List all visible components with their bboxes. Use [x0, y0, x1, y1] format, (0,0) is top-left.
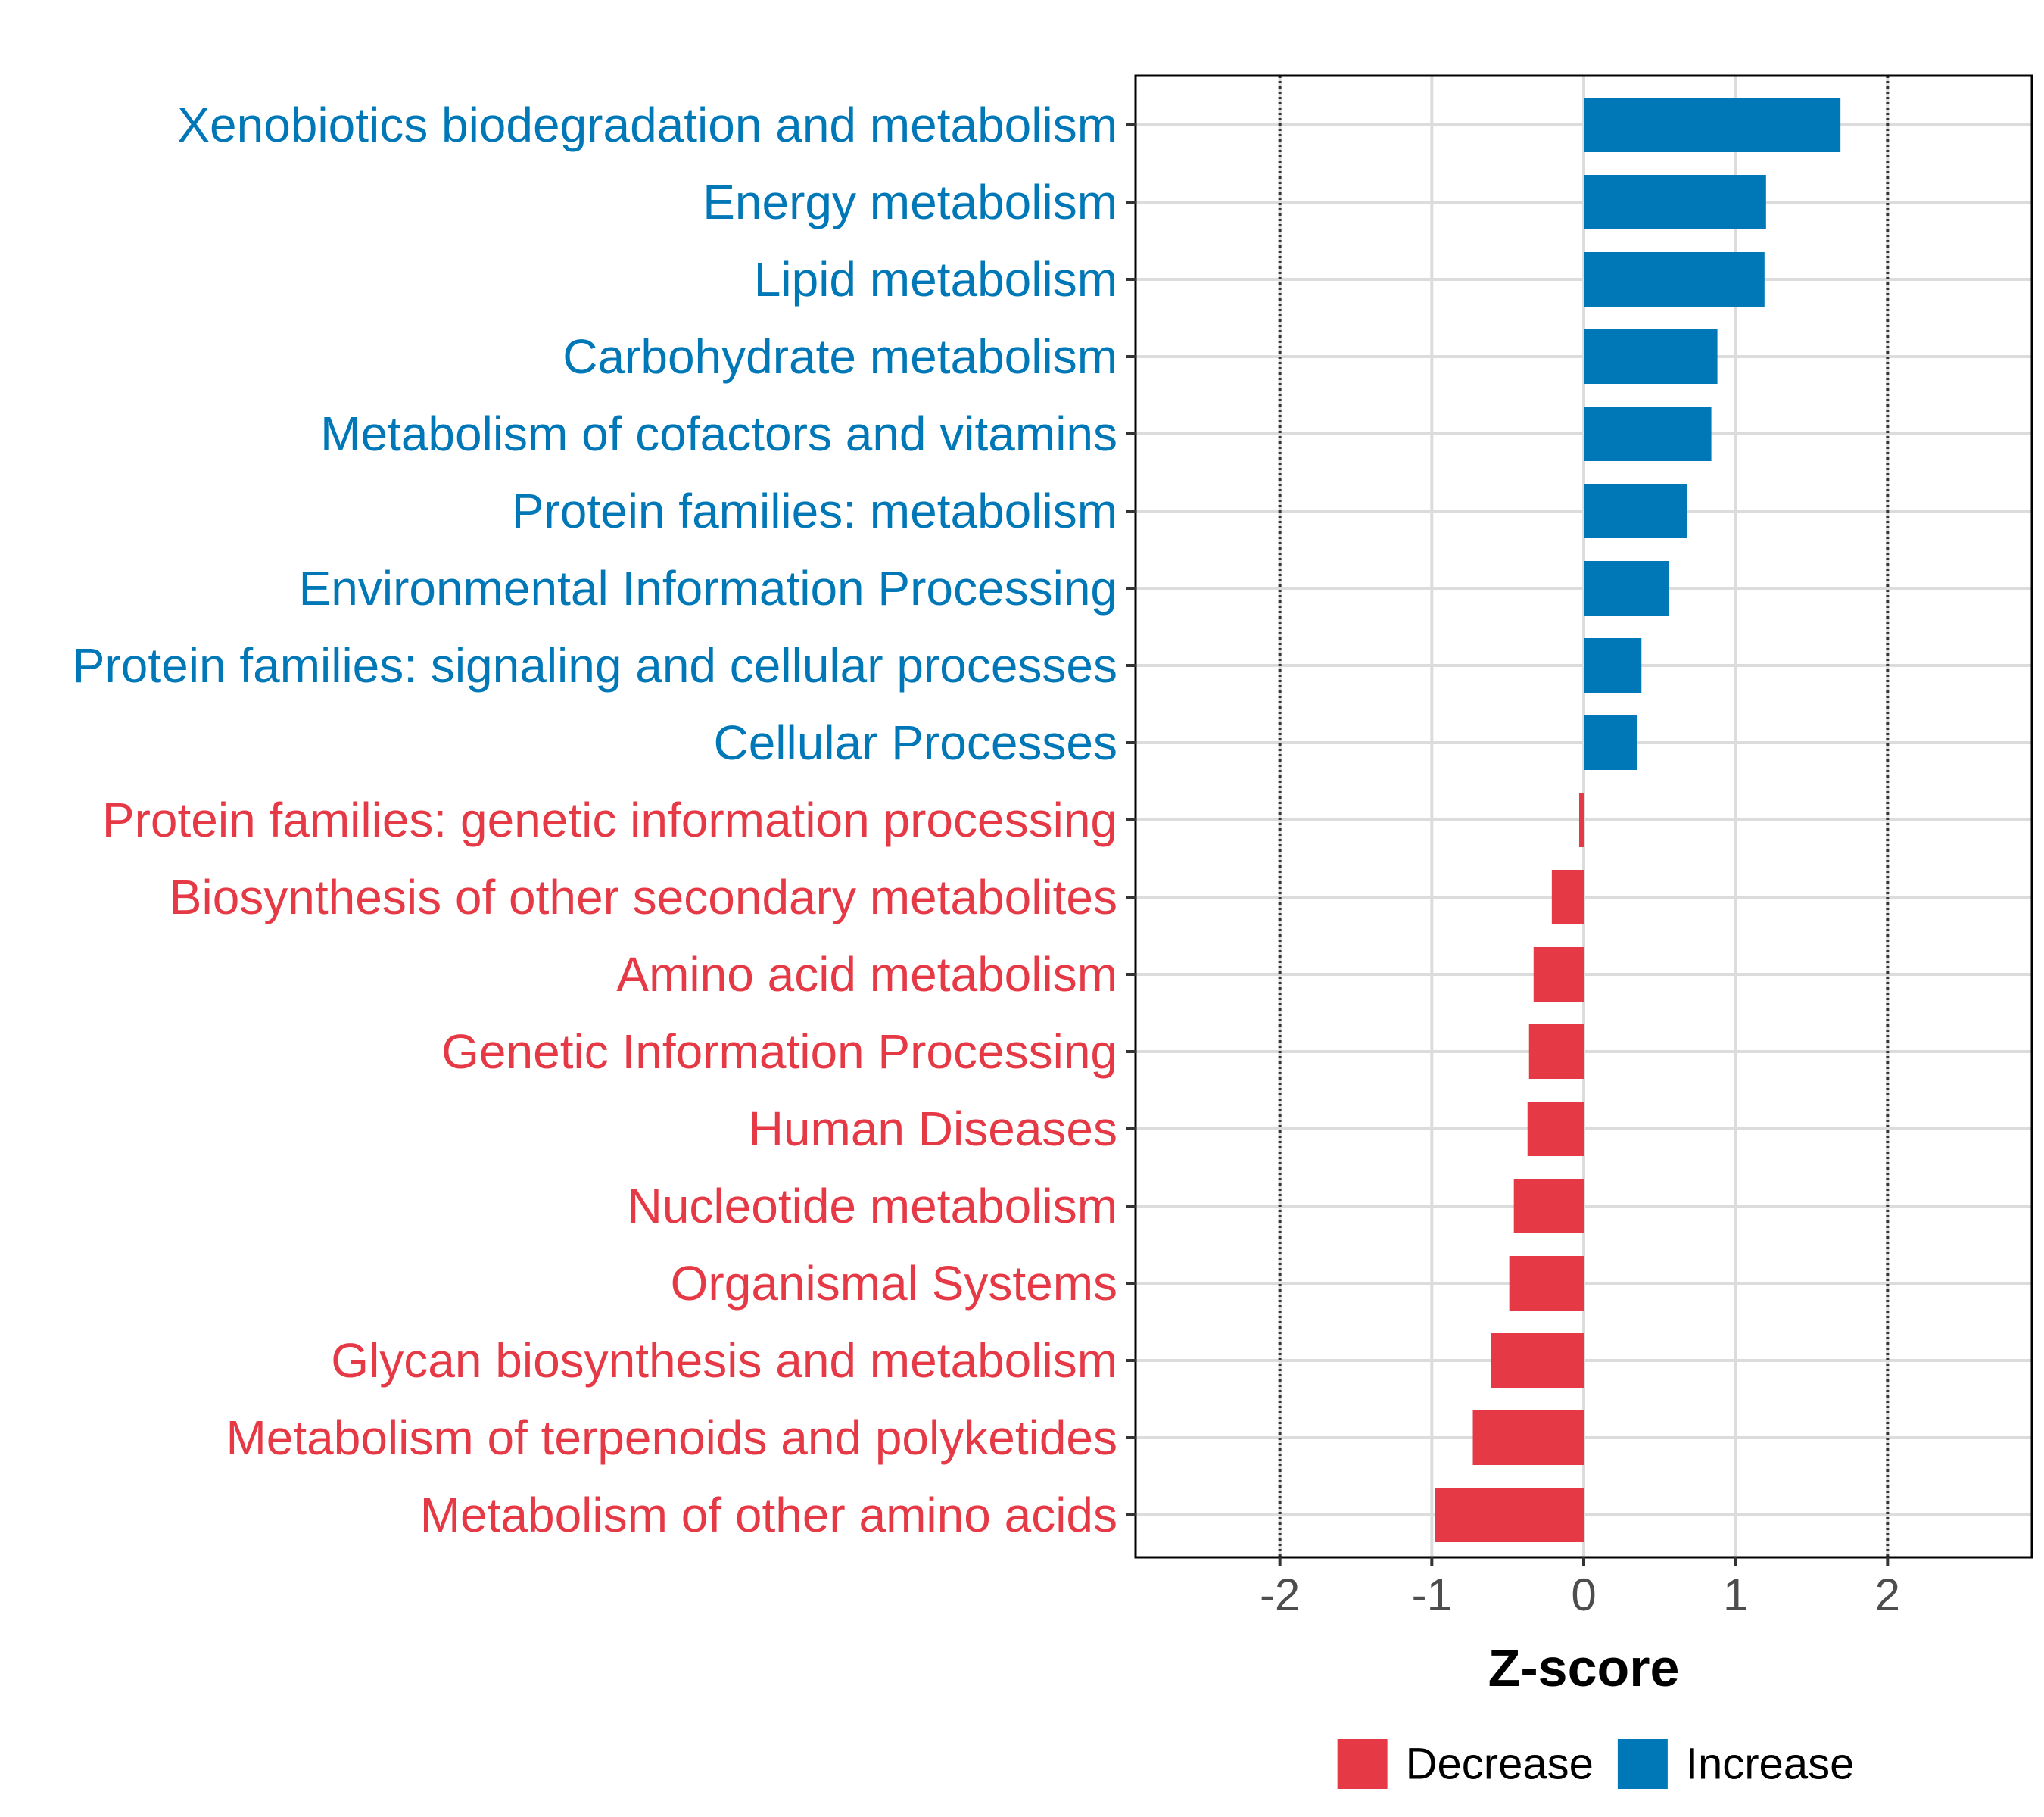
category-label: Protein families: genetic information pr…: [102, 793, 1117, 847]
legend-label: Increase: [1686, 1740, 1854, 1789]
category-label: Human Diseases: [749, 1102, 1117, 1156]
bar: [1533, 947, 1584, 1002]
bar: [1584, 484, 1687, 538]
legend-swatch: [1617, 1739, 1668, 1789]
category-label: Genetic Information Processing: [441, 1024, 1117, 1079]
bar: [1491, 1333, 1584, 1388]
legend-swatch: [1337, 1739, 1388, 1789]
bar: [1527, 1102, 1584, 1156]
x-tick-label: -2: [1260, 1569, 1300, 1620]
bar: [1584, 407, 1712, 461]
bar: [1584, 638, 1642, 693]
x-tick-label: 1: [1723, 1569, 1748, 1620]
x-tick-label: -1: [1412, 1569, 1452, 1620]
category-label: Environmental Information Processing: [299, 561, 1117, 616]
bar: [1584, 329, 1718, 384]
bar: [1513, 1179, 1584, 1233]
category-label: Cellular Processes: [713, 715, 1117, 770]
category-label: Organismal Systems: [671, 1256, 1117, 1311]
category-label: Amino acid metabolism: [616, 947, 1117, 1002]
category-label: Metabolism of other amino acids: [420, 1488, 1117, 1542]
category-label: Xenobiotics biodegradation and metabolis…: [177, 98, 1117, 152]
category-label: Metabolism of terpenoids and polyketides: [226, 1410, 1117, 1465]
category-label: Glycan biosynthesis and metabolism: [331, 1333, 1117, 1388]
x-tick-label: 2: [1875, 1569, 1900, 1620]
bar: [1509, 1256, 1584, 1311]
bar: [1584, 715, 1637, 770]
category-label: Metabolism of cofactors and vitamins: [320, 407, 1117, 461]
category-label: Lipid metabolism: [754, 252, 1117, 307]
bar: [1584, 561, 1669, 616]
category-label: Energy metabolism: [703, 175, 1117, 229]
category-label: Carbohydrate metabolism: [562, 329, 1117, 384]
category-label: Protein families: metabolism: [512, 484, 1117, 538]
category-label: Biosynthesis of other secondary metaboli…: [170, 870, 1117, 924]
legend-label: Decrease: [1406, 1740, 1594, 1789]
legend: Decrease Increase: [1337, 1739, 1854, 1789]
category-label: Protein families: signaling and cellular…: [73, 638, 1117, 693]
x-axis-title: Z-score: [1488, 1638, 1680, 1697]
bar: [1584, 98, 1841, 152]
bar: [1551, 870, 1584, 924]
bar: [1578, 793, 1584, 847]
bar: [1435, 1488, 1584, 1542]
bar: [1584, 175, 1766, 229]
category-label: Nucleotide metabolism: [628, 1179, 1117, 1233]
bar: [1584, 252, 1765, 307]
x-tick-label: 0: [1571, 1569, 1596, 1620]
bar: [1472, 1410, 1584, 1465]
bar: [1528, 1024, 1584, 1079]
